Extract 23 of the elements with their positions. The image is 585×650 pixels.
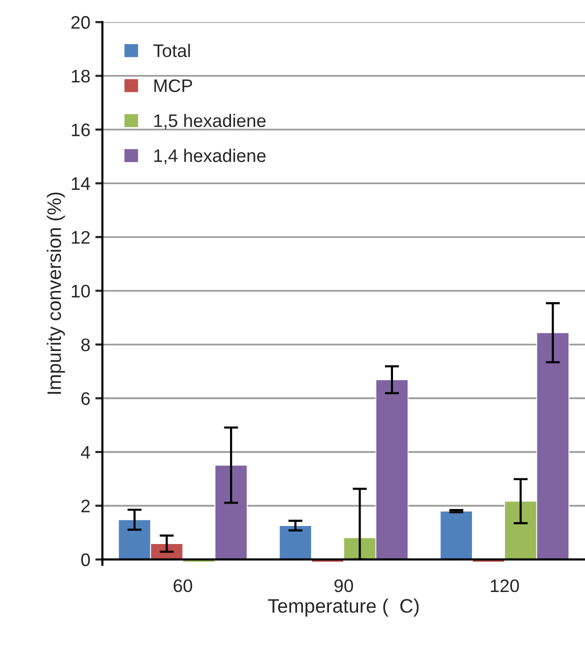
- y-tick-label: 4: [80, 446, 90, 459]
- y-tick-label: 16: [72, 124, 90, 136]
- y-tick-label: 12: [72, 230, 90, 244]
- y-tick-label: 6: [81, 392, 90, 405]
- y-tick-label: 10: [72, 284, 90, 298]
- bar: [440, 510, 473, 560]
- legend-label: MCP: [154, 79, 192, 92]
- y-tick-label: 0: [81, 553, 90, 566]
- y-axis-title: Impurity conversion (%): [46, 192, 65, 394]
- legend-label: Total: [153, 44, 190, 58]
- y-tick-label: 8: [81, 338, 90, 352]
- legend-label: 1,5 hexadiene: [154, 114, 266, 130]
- y-tick-label: 14: [72, 177, 90, 190]
- y-tick-label: 2: [81, 500, 90, 512]
- x-tick-label: 90: [334, 579, 354, 592]
- x-tick-label: 120: [490, 579, 519, 592]
- bar: [278, 525, 312, 560]
- x-axis-title: Temperature ( C): [268, 598, 419, 617]
- legend-label: 1,4 hexadiene: [154, 148, 266, 164]
- x-tick-label: 60: [174, 579, 192, 592]
- y-tick-label: 20: [71, 16, 90, 29]
- y-tick-label: 18: [72, 70, 90, 83]
- bar: [214, 464, 248, 560]
